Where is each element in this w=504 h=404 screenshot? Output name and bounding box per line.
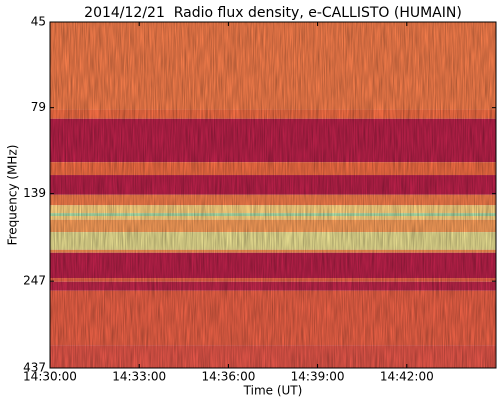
x-tick-label: 14:42:00 <box>380 370 434 384</box>
x-tick-label: 14:36:00 <box>201 370 255 384</box>
texture <box>50 22 496 368</box>
plot-frame <box>49 21 497 369</box>
y-tick-label: 437 <box>23 361 46 375</box>
y-tick-label: 247 <box>23 274 46 288</box>
x-tick-label: 14:33:00 <box>112 370 166 384</box>
x-axis-label: Time (UT) <box>243 384 303 398</box>
y-axis-label: Frequency (MHz) <box>6 145 20 246</box>
y-tick-label: 79 <box>31 100 46 114</box>
x-tick-label: 14:39:00 <box>291 370 345 384</box>
chart-title: 2014/12/21 Radio flux density, e-CALLIST… <box>84 5 462 21</box>
y-tick-label: 45 <box>31 15 46 29</box>
x-tick-label: 14:30:00 <box>23 370 77 384</box>
y-tick-label: 139 <box>23 186 46 200</box>
